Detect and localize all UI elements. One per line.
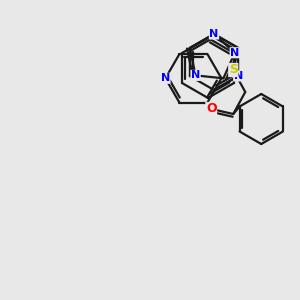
Text: N: N (230, 48, 239, 58)
Text: O: O (206, 103, 217, 116)
Text: N: N (234, 71, 243, 81)
Text: S: S (229, 64, 238, 76)
Text: N: N (191, 70, 200, 80)
Text: N: N (161, 73, 170, 83)
Text: N: N (209, 29, 219, 39)
